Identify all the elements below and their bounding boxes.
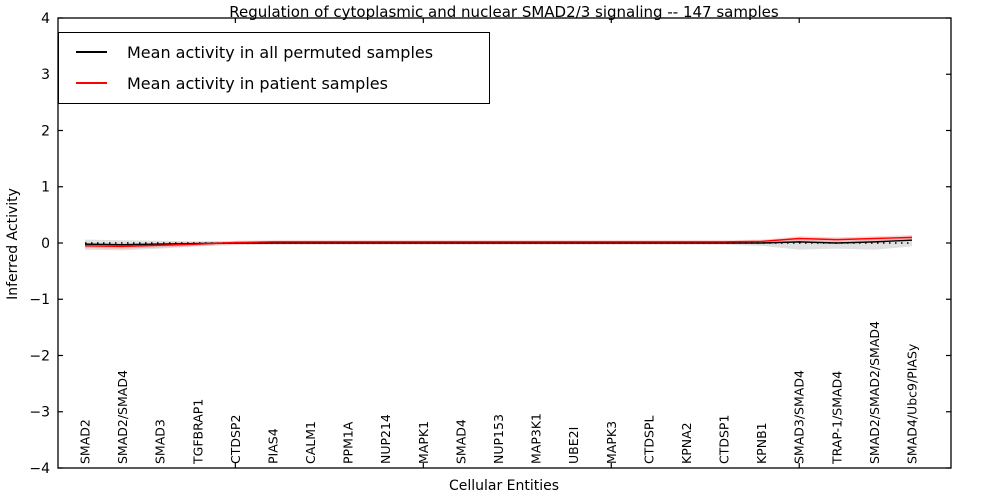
y-tick-label: −4 [29, 461, 50, 477]
permuted-samples-range-band [85, 237, 912, 251]
category-label: TRAP-1/SMAD4 [829, 371, 844, 465]
legend-entry-permuted: Mean activity in all permuted samples [65, 41, 483, 63]
chart-title: Regulation of cytoplasmic and nuclear SM… [229, 3, 779, 21]
category-label: KPNA2 [679, 422, 694, 464]
category-label: MAPK1 [416, 421, 431, 464]
patient-mean-line [84, 236, 913, 248]
x-axis-label: Cellular Entities [448, 478, 560, 494]
y-axis-label: Inferred Activity [5, 188, 21, 300]
y-tick-label: −3 [29, 405, 50, 421]
category-label: SMAD3/SMAD4 [792, 370, 807, 464]
y-tick-label: 4 [41, 11, 50, 27]
category-label: CALM1 [303, 421, 318, 464]
legend-entry-patient: Mean activity in patient samples [65, 72, 483, 94]
category-label: PIAS4 [265, 428, 280, 464]
category-label: PPM1A [341, 421, 356, 464]
category-label: TGFBRAP1 [190, 399, 205, 465]
legend-label-patient: Mean activity in patient samples [127, 73, 388, 93]
y-tick-label: 3 [41, 67, 50, 83]
category-label: CTDSPL [641, 416, 656, 464]
category-label: SMAD4/Ubc9/PIASy [905, 343, 920, 464]
y-tick-label: 0 [41, 236, 50, 252]
category-label: SMAD3 [153, 419, 168, 464]
category-label: UBE2I [566, 427, 581, 464]
y-tick-label: 2 [41, 123, 50, 139]
category-label: SMAD4 [453, 419, 468, 464]
category-label: SMAD2/SMAD2/SMAD4 [867, 321, 882, 464]
category-label: CTDSP1 [717, 415, 732, 464]
y-tick-label: −1 [29, 292, 50, 308]
y-tick-label: −2 [29, 348, 50, 364]
category-label: NUP153 [491, 414, 506, 464]
category-label: CTDSP2 [228, 415, 243, 464]
category-label: MAPK3 [604, 421, 619, 464]
patient-line-swatch-icon [76, 82, 107, 84]
legend: Mean activity in all permuted samples Me… [58, 32, 490, 104]
category-label: KPNB1 [754, 422, 769, 464]
y-tick-label: 1 [41, 180, 50, 196]
category-label: NUP214 [378, 414, 393, 464]
legend-label-permuted: Mean activity in all permuted samples [127, 42, 434, 62]
permuted-line-swatch-icon [76, 51, 107, 53]
category-label: SMAD2 [78, 419, 93, 464]
category-label: MAP3K1 [529, 413, 544, 464]
category-label: SMAD2/SMAD4 [115, 370, 130, 464]
